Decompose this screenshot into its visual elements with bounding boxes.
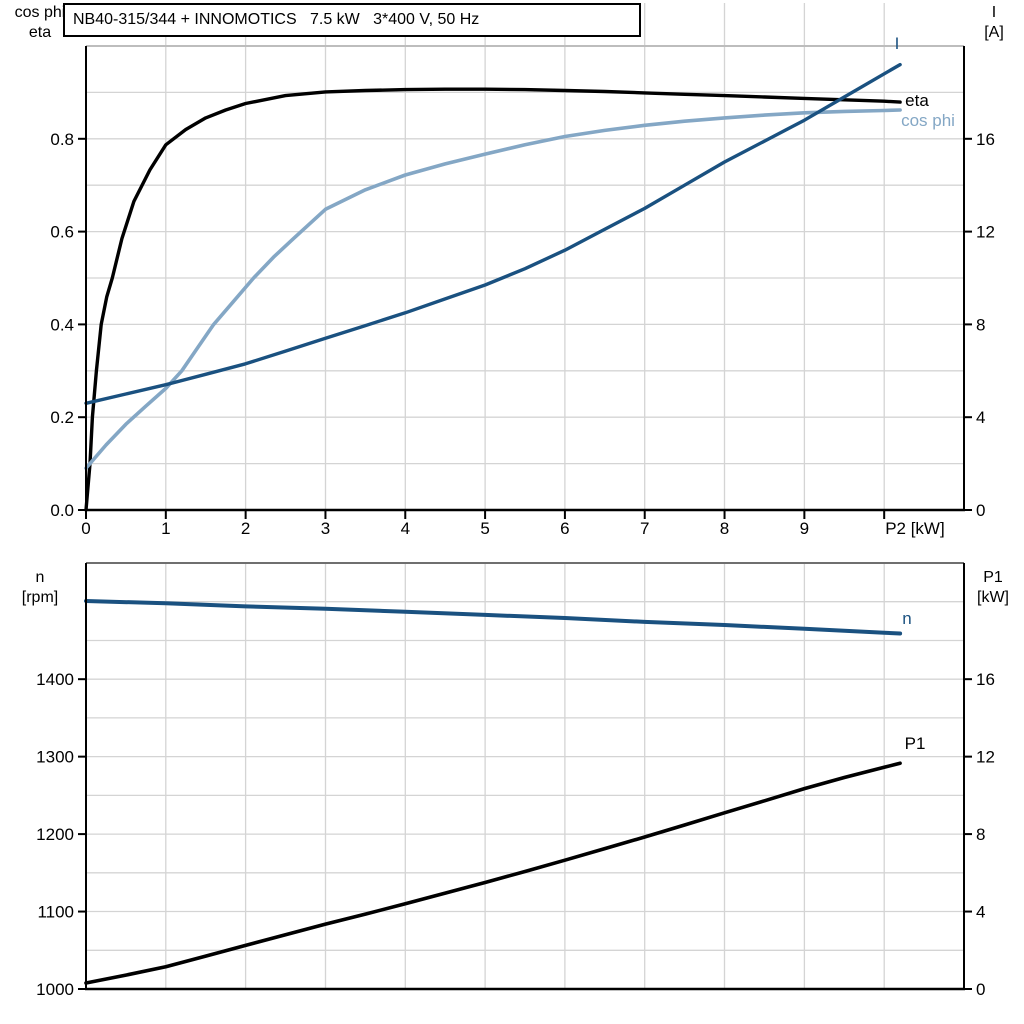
tick-label-left: 0.8 <box>50 130 74 149</box>
tick-label-bottom: P2 [kW] <box>885 519 945 538</box>
tick-label-right: 0 <box>976 501 985 520</box>
tick-label-bottom: 1 <box>161 519 170 538</box>
tick-label-right: 0 <box>976 980 985 999</box>
tick-label-right: 8 <box>976 825 985 844</box>
curve-label-p1: P1 <box>904 734 926 753</box>
tick-label-bottom: 4 <box>401 519 410 538</box>
curve-current <box>84 62 902 405</box>
chart-title: NB40-315/344 + INNOMOTICS 7.5 kW 3*400 V… <box>73 11 480 28</box>
tick-label-right: 4 <box>976 903 985 922</box>
axis-title-current-amps: I [A] <box>968 3 1020 43</box>
tick-label-right: 16 <box>976 130 995 149</box>
axis-title-amps-unit: [A] <box>984 24 1004 41</box>
tick-label-bottom: 6 <box>560 519 569 538</box>
curve-p1 <box>84 761 902 985</box>
axis-title-kw-unit: [kW] <box>977 589 1009 606</box>
tick-label-bottom: 2 <box>241 519 250 538</box>
tick-label-left: 1100 <box>37 903 74 922</box>
tick-label-right: 12 <box>976 223 995 242</box>
axis-title-p1-kw: P1 [kW] <box>964 568 1022 608</box>
curve-cos-phi <box>84 108 902 471</box>
axis-title-cosphi: cos phi <box>14 4 66 21</box>
curve-label-current: I <box>894 34 900 53</box>
axis-title-speed: n <box>35 569 45 586</box>
tick-label-left: 0.6 <box>50 223 74 242</box>
tick-label-right: 16 <box>976 670 995 689</box>
axis-title-current: I <box>991 4 997 21</box>
curve-label-eta: eta <box>905 91 929 110</box>
tick-label-bottom: 5 <box>480 519 489 538</box>
axis-title-rpm-unit: [rpm] <box>21 589 59 606</box>
tick-label-bottom: 0 <box>81 519 90 538</box>
tick-label-bottom: 3 <box>321 519 330 538</box>
curve-speed <box>84 599 903 636</box>
tick-label-right: 8 <box>976 315 985 334</box>
axis-title-cosphi-eta: cos phi eta <box>6 3 74 43</box>
tick-label-left: 1400 <box>36 670 74 689</box>
tick-label-left: 0.0 <box>50 501 74 520</box>
axis-title-eta: eta <box>28 24 52 41</box>
axis-title-speed-rpm: n [rpm] <box>6 568 74 608</box>
tick-label-bottom: 8 <box>720 519 729 538</box>
tick-label-right: 12 <box>976 748 995 767</box>
axis-title-p1: P1 <box>983 569 1003 586</box>
curve-label-cosphi: cos phi <box>901 111 955 130</box>
tick-label-left: 0.2 <box>50 408 74 427</box>
tick-label-left: 1300 <box>36 748 74 767</box>
tick-label-bottom: 9 <box>800 519 809 538</box>
tick-label-left: 0.4 <box>50 315 74 334</box>
tick-label-right: 4 <box>976 408 985 427</box>
tick-label-left: 1000 <box>36 980 74 999</box>
tick-label-bottom: 7 <box>640 519 649 538</box>
curve-eta <box>84 87 902 512</box>
chart-title-box: NB40-315/344 + INNOMOTICS 7.5 kW 3*400 V… <box>63 3 641 37</box>
curve-label-n: n <box>902 609 912 628</box>
tick-label-left: 1200 <box>36 825 74 844</box>
